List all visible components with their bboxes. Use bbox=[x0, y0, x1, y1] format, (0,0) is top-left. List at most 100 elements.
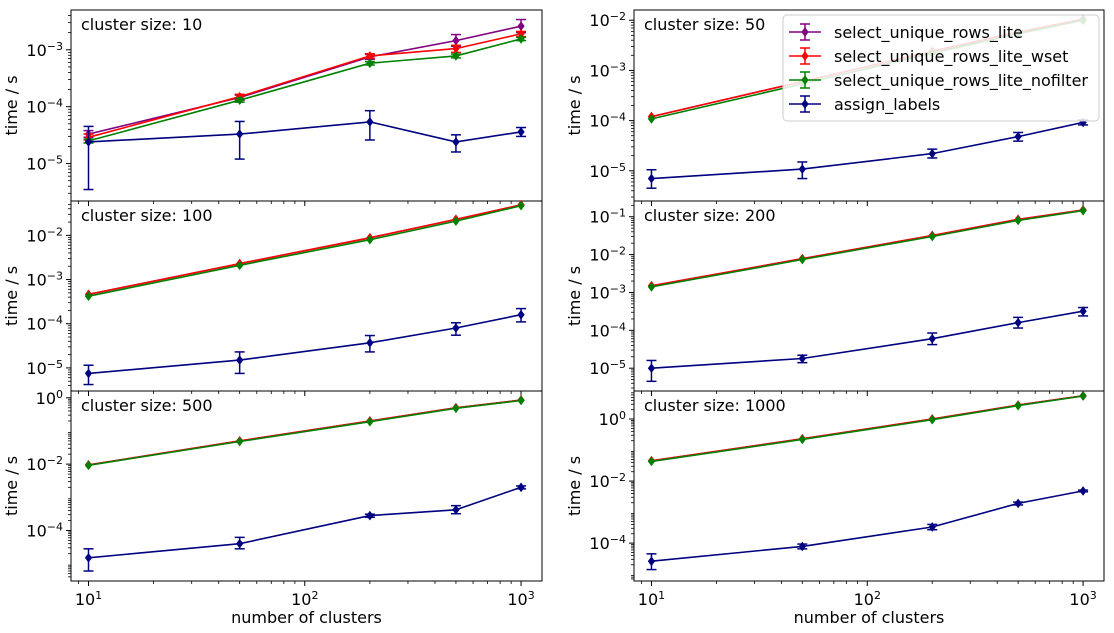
series-assign_labels bbox=[83, 109, 527, 191]
y-tick-label: 10−4 bbox=[589, 533, 626, 554]
data-point bbox=[1079, 486, 1087, 496]
series-assign_labels bbox=[83, 482, 527, 572]
y-tick-label: 100 bbox=[36, 387, 63, 408]
data-point bbox=[84, 552, 93, 563]
series-select_unique_rows_lite_nofilter bbox=[647, 391, 1087, 467]
series-assign_labels bbox=[646, 117, 1089, 189]
data-point bbox=[1014, 400, 1022, 411]
data-point bbox=[366, 416, 374, 427]
data-point bbox=[236, 355, 244, 365]
x-tick-label: 101 bbox=[75, 589, 102, 610]
series-assign_labels bbox=[646, 306, 1089, 383]
panel-annotation: cluster size: 1000 bbox=[644, 396, 786, 415]
data-point bbox=[798, 434, 806, 445]
y-tick-label: 10−3 bbox=[26, 39, 63, 60]
legend-entry: select_unique_rows_lite_nofilter bbox=[789, 71, 1088, 91]
x-axis-label: number of clusters bbox=[794, 608, 945, 627]
panel-annotation: cluster size: 50 bbox=[644, 15, 765, 34]
data-point bbox=[1079, 391, 1087, 401]
data-point bbox=[517, 21, 525, 31]
y-tick-label: 10−5 bbox=[589, 160, 626, 181]
y-tick-label: 10−5 bbox=[589, 358, 626, 379]
y-tick-label: 10−2 bbox=[589, 244, 626, 265]
series-select_unique_rows_lite_nofilter bbox=[84, 200, 525, 302]
data-point bbox=[517, 482, 525, 493]
data-point bbox=[1079, 306, 1087, 317]
y-tick-label: 10−2 bbox=[26, 454, 63, 475]
legend-marker bbox=[801, 75, 809, 85]
legend-label: assign_labels bbox=[834, 95, 940, 115]
y-tick-label: 10−4 bbox=[26, 96, 63, 117]
series-line bbox=[88, 486, 522, 559]
y-axis-label: time / s bbox=[565, 266, 584, 326]
data-point bbox=[798, 164, 806, 174]
y-tick-label: 10−4 bbox=[26, 313, 63, 334]
data-point bbox=[798, 353, 806, 364]
axes-frame bbox=[70, 390, 543, 582]
data-point bbox=[647, 363, 656, 374]
y-tick-label: 10−2 bbox=[26, 225, 63, 246]
panel-annotation: cluster size: 100 bbox=[81, 206, 213, 225]
legend-marker bbox=[801, 51, 809, 61]
panel-bottom-right: 10−4 10−2 100 101 102 103 time / s number of cl… bbox=[565, 390, 1105, 627]
data-point bbox=[236, 129, 244, 139]
y-tick-label: 10−1 bbox=[589, 206, 626, 227]
x-tick-label: 103 bbox=[1069, 589, 1096, 610]
panel-annotation: cluster size: 500 bbox=[81, 396, 213, 415]
data-point bbox=[452, 216, 460, 226]
data-point bbox=[452, 51, 460, 61]
data-point bbox=[452, 504, 460, 515]
legend-label: select_unique_rows_lite_wset bbox=[834, 47, 1068, 67]
data-point bbox=[236, 538, 244, 549]
legend-marker bbox=[801, 99, 809, 109]
data-point bbox=[1079, 205, 1087, 216]
data-point bbox=[928, 148, 936, 159]
data-point bbox=[1014, 131, 1022, 142]
data-point bbox=[1014, 215, 1022, 226]
y-axis-label: time / s bbox=[2, 456, 21, 516]
legend-label: select_unique_rows_lite bbox=[834, 23, 1023, 43]
panel-annotation: cluster size: 200 bbox=[644, 206, 776, 225]
axes-frame bbox=[633, 200, 1105, 392]
data-point bbox=[1014, 317, 1022, 328]
legend-marker bbox=[801, 27, 809, 37]
data-point bbox=[798, 254, 806, 265]
axes-frame bbox=[70, 200, 543, 392]
data-point bbox=[84, 137, 93, 147]
panel-middle-right: 10−5 10−4 10−3 10−2 10−1 time / s cluster size… bbox=[565, 200, 1105, 396]
series-select_unique_rows_lite_nofilter bbox=[84, 395, 525, 471]
data-point bbox=[366, 510, 374, 521]
data-point bbox=[452, 137, 460, 147]
data-point bbox=[84, 460, 93, 471]
y-tick-label: 10−2 bbox=[589, 10, 626, 31]
panel-annotation: cluster size: 10 bbox=[81, 15, 202, 34]
data-point bbox=[647, 114, 656, 124]
legend-entry: select_unique_rows_lite_wset bbox=[789, 47, 1068, 67]
data-point bbox=[84, 291, 93, 302]
data-point bbox=[236, 436, 244, 447]
data-point bbox=[452, 323, 460, 333]
y-tick-label: 10−3 bbox=[589, 60, 626, 81]
data-point bbox=[517, 34, 525, 44]
y-tick-label: 10−5 bbox=[26, 153, 63, 174]
data-point bbox=[647, 173, 656, 184]
x-tick-label: 103 bbox=[507, 589, 534, 610]
y-axis-label: time / s bbox=[565, 456, 584, 516]
y-tick-label: 10−3 bbox=[589, 282, 626, 303]
y-tick-label: 10−4 bbox=[589, 110, 626, 130]
legend-box bbox=[782, 14, 1100, 122]
y-tick-label: 10−5 bbox=[26, 357, 63, 378]
y-axis-label: time / s bbox=[565, 75, 584, 135]
x-tick-label: 101 bbox=[638, 589, 665, 610]
x-axis-label: number of clusters bbox=[231, 608, 382, 627]
data-point bbox=[647, 556, 656, 567]
data-point bbox=[647, 282, 656, 292]
data-point bbox=[517, 200, 525, 211]
data-point bbox=[366, 337, 374, 348]
x-tick-label: 102 bbox=[854, 589, 881, 610]
data-point bbox=[517, 309, 525, 320]
y-tick-label: 10−4 bbox=[589, 320, 626, 341]
y-axis-label: time / s bbox=[2, 266, 21, 326]
data-point bbox=[517, 127, 525, 137]
data-point bbox=[366, 58, 374, 69]
